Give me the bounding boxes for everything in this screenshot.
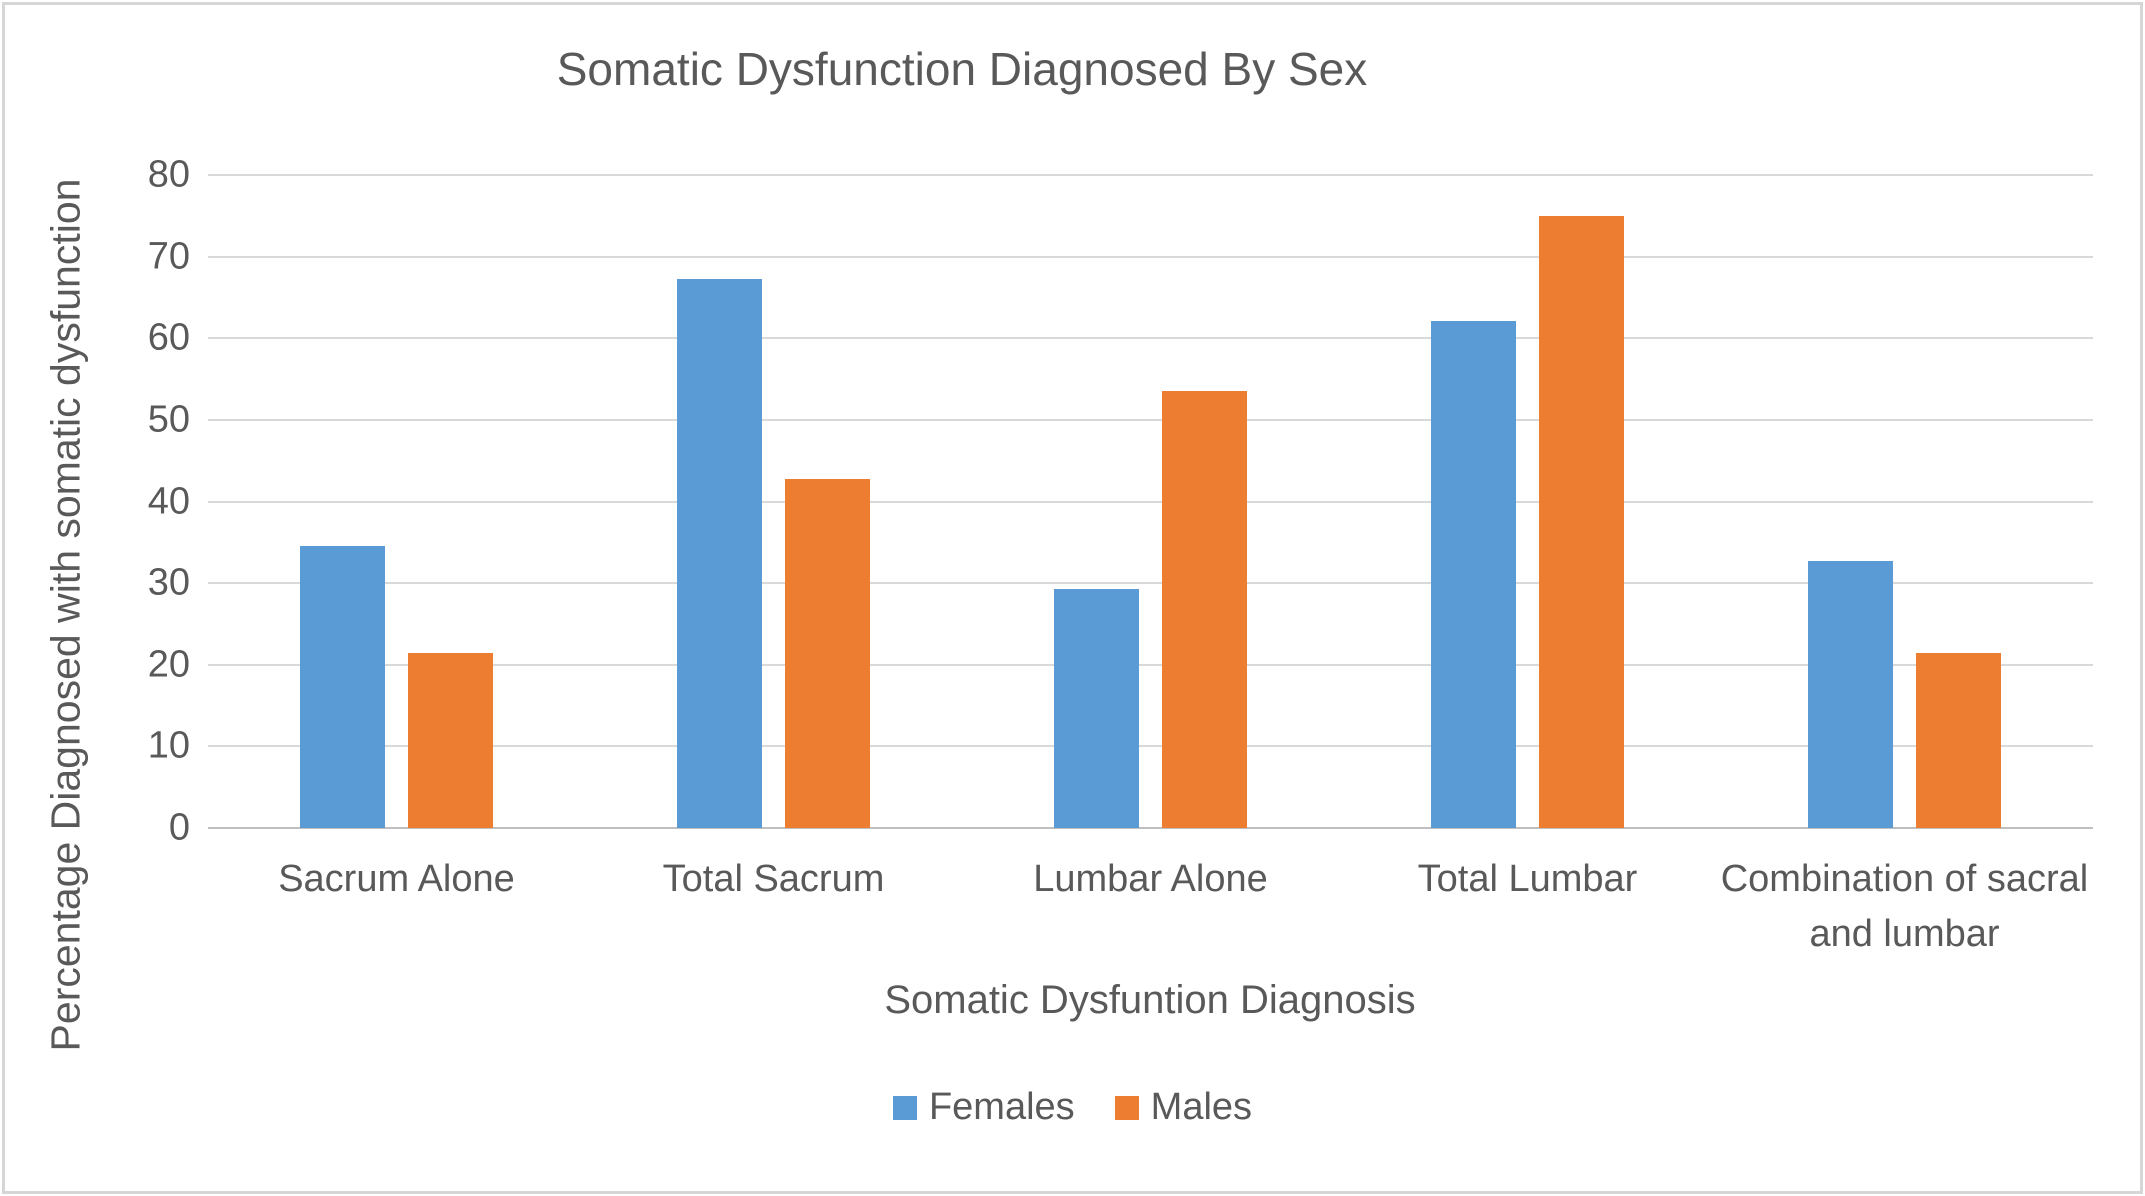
bar-females-combination-of-sacral-and-lumbar — [1808, 561, 1893, 828]
category-cell: Total Sacrum — [585, 852, 962, 962]
legend-item-males: Males — [1114, 1086, 1253, 1129]
bar-group-sacrum-alone — [208, 175, 585, 828]
category-cell: Combination of sacral and lumbar — [1716, 852, 2093, 962]
y-axis-tick-labels: 0 10 20 30 40 50 60 70 80 — [60, 154, 190, 849]
bar-group-combination-of-sacral-and-lumbar — [1716, 175, 2093, 828]
bar-females-total-lumbar — [1431, 321, 1516, 828]
category-cell: Total Lumbar — [1339, 852, 1716, 962]
y-tick-label-80: 80 — [147, 153, 190, 196]
gridline-70 — [208, 255, 2093, 258]
bar-group-lumbar-alone — [962, 175, 1339, 828]
gridline-50 — [208, 418, 2093, 421]
bar-group-total-sacrum — [585, 175, 962, 828]
y-tick-label-50: 50 — [147, 398, 190, 441]
legend-swatch-males — [1114, 1095, 1139, 1120]
bar-males-sacrum-alone — [408, 653, 493, 828]
bar-females-sacrum-alone — [300, 546, 385, 828]
y-tick-label-60: 60 — [147, 316, 190, 359]
category-label: Combination of sacral and lumbar — [1720, 858, 2089, 956]
gridline-40 — [208, 500, 2093, 503]
category-label: Lumbar Alone — [1033, 858, 1268, 900]
x-axis-category-labels: Sacrum Alone Total Sacrum Lumbar Alone Tota… — [208, 852, 2093, 962]
category-label: Sacrum Alone — [278, 858, 515, 900]
gridline-30 — [208, 582, 2093, 585]
legend-label-females: Females — [928, 1086, 1075, 1128]
legend: Females Males — [0, 1086, 2145, 1129]
bar-females-lumbar-alone — [1054, 588, 1139, 828]
gridline-80 — [208, 174, 2093, 176]
y-tick-label-10: 10 — [147, 724, 190, 767]
category-label: Total Sacrum — [662, 858, 885, 900]
bar-males-combination-of-sacral-and-lumbar — [1916, 653, 2001, 828]
plot-area — [208, 174, 2093, 829]
y-tick-label-70: 70 — [147, 235, 190, 278]
bar-groups — [208, 175, 2093, 828]
category-cell: Sacrum Alone — [208, 852, 585, 962]
legend-item-females: Females — [892, 1086, 1075, 1129]
legend-swatch-females — [892, 1095, 917, 1120]
y-tick-label-30: 30 — [147, 561, 190, 604]
bar-females-total-sacrum — [677, 278, 762, 828]
chart-title: Somatic Dysfunction Diagnosed By Sex — [556, 43, 1368, 95]
gridline-20 — [208, 663, 2093, 666]
bar-males-total-sacrum — [785, 478, 870, 828]
x-axis-line — [208, 827, 2093, 829]
bar-males-lumbar-alone — [1162, 390, 1247, 828]
legend-label-males: Males — [1150, 1086, 1253, 1128]
y-tick-label-0: 0 — [168, 806, 190, 849]
category-label: Total Lumbar — [1417, 858, 1638, 900]
y-tick-label-20: 20 — [147, 643, 190, 686]
gridline-60 — [208, 337, 2093, 340]
bar-group-total-lumbar — [1339, 175, 1716, 828]
category-cell: Lumbar Alone — [962, 852, 1339, 962]
x-axis-title: Somatic Dysfuntion Diagnosis — [884, 978, 1416, 1022]
gridline-10 — [208, 745, 2093, 748]
bar-males-total-lumbar — [1539, 215, 1624, 828]
y-tick-label-40: 40 — [147, 480, 190, 522]
